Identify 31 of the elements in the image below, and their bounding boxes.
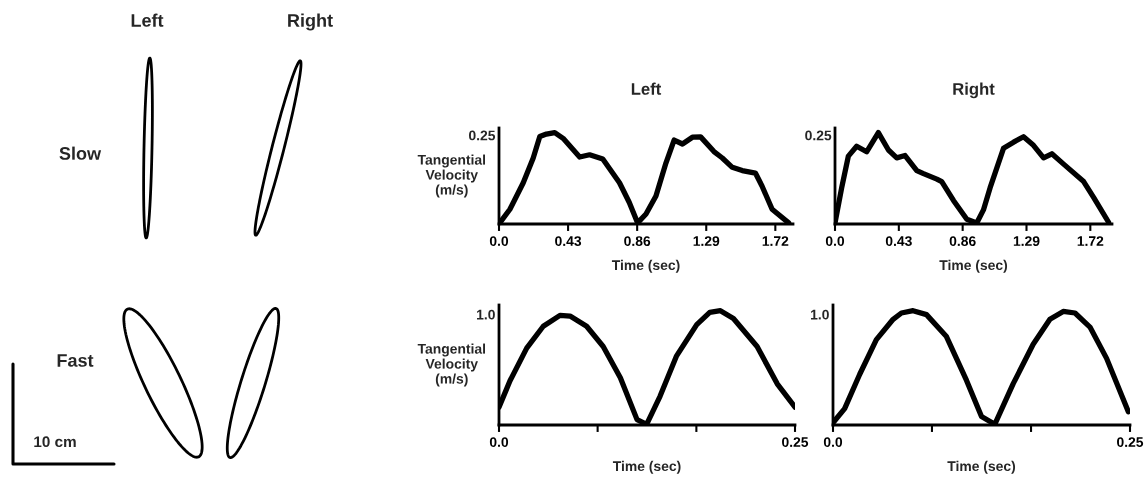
text: 1.0 — [811, 309, 829, 320]
chart-title: Right — [953, 82, 995, 99]
x-tick-label: 1.72 — [1077, 236, 1104, 246]
x-tick-label: 0.25 — [782, 437, 809, 448]
x-tick-label: 1.29 — [1013, 236, 1040, 247]
chart-title: Left — [631, 82, 662, 95]
text: 10 cm — [34, 436, 76, 448]
text: Slow — [59, 146, 102, 160]
x-axis-title: Time (sec) — [947, 460, 1016, 474]
y-axis-title: Tangential Velocity (m/s) — [417, 343, 486, 387]
x-tick-label: 0.43 — [555, 236, 582, 247]
text: 0.25 — [468, 130, 496, 141]
text: 0.25 — [805, 130, 832, 141]
x-axis-title: Time (sec) — [611, 259, 680, 273]
x-tick-label: 0.25 — [1117, 437, 1144, 448]
x-tick-label: 1.72 — [762, 236, 789, 246]
x-tick-label: 0.0 — [823, 437, 843, 448]
text: Fast — [57, 354, 94, 367]
x-tick-label: 0.0 — [825, 236, 845, 247]
text: Right — [288, 13, 333, 31]
text: 1.0 — [477, 309, 495, 320]
x-axis-title: Time (sec) — [612, 460, 681, 474]
x-tick-label: 0.0 — [489, 236, 509, 247]
x-tick-label: 0.43 — [885, 236, 912, 247]
text: Left — [131, 13, 164, 27]
x-tick-label: 1.29 — [693, 236, 720, 247]
x-tick-label: 0.0 — [489, 437, 509, 448]
x-tick-label: 0.86 — [624, 236, 651, 247]
x-axis-title: Time (sec) — [939, 259, 1008, 273]
x-tick-label: 0.86 — [949, 236, 976, 247]
y-axis-title: Tangential Velocity (m/s) — [417, 154, 486, 198]
